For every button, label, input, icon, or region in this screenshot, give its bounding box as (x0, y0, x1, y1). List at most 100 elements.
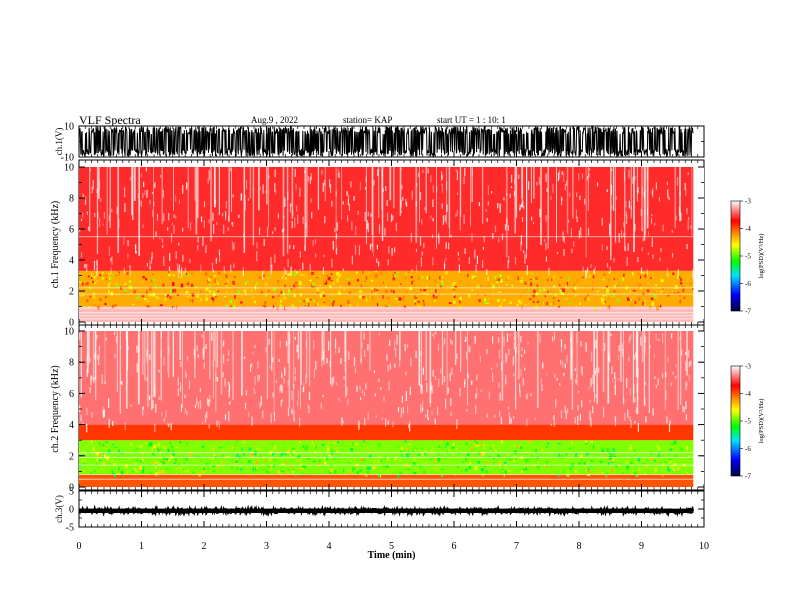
ch1-spec-fleck (232, 305, 236, 310)
ch2-spec-fleck (593, 447, 596, 450)
ch2-spec-speckle (260, 396, 262, 406)
ch2-spec-fleck (509, 458, 512, 461)
ch2-spec-speckle (80, 414, 82, 422)
ch2-spec-fleck (632, 471, 635, 473)
ch1-spec-speckle (376, 244, 378, 250)
ch1-spec-speckle (548, 267, 550, 276)
ch2-spec-fleck (660, 461, 662, 466)
ch2-spec-fleck (238, 469, 242, 472)
ch2-spec-streak (194, 331, 196, 378)
ch1-spec-fleck (535, 276, 538, 281)
colorbar-tick-label: -7 (745, 308, 751, 316)
ch1-spec-fleck (496, 284, 499, 287)
ch2-spec-speckle (508, 348, 510, 356)
ch1-spec-fleck (173, 288, 177, 293)
ch1-spec-streak (399, 167, 402, 208)
ch2-spec-speckle (338, 347, 340, 353)
ch1-spec-fleck (109, 276, 112, 280)
ch2-spec-speckle (451, 367, 453, 376)
ch2-spec-speckle (653, 354, 655, 358)
ch2-spec-band-0 (79, 474, 694, 487)
ch2-spec-speckle (197, 401, 200, 409)
ch2-spec-speckle (498, 337, 500, 343)
ch1-spec-speckle (284, 197, 286, 207)
ch2-spec-speckle (212, 360, 214, 367)
ch2-spec-fleck (525, 467, 528, 471)
ch2-spec-fleck (650, 458, 654, 461)
ch1-spec-fleck (516, 303, 519, 306)
ch1-spec-streak (335, 167, 337, 254)
ch2-spec-streak (232, 331, 234, 400)
ch1-spec-speckle (189, 222, 192, 231)
ch1-spec-fleck (584, 279, 587, 283)
ch1-spec-speckle (399, 207, 401, 217)
ch2-spec-fleck (391, 469, 394, 472)
ch1-spec-fleck (441, 288, 444, 290)
ch2-spec-speckle (293, 410, 295, 421)
ch2-spec-fleck (597, 472, 599, 474)
ch2-spec-fleck (546, 460, 548, 463)
ch1-spec-fleck (308, 304, 312, 308)
ch1-spec-fleck (224, 296, 228, 298)
ch1-spec-streak (587, 167, 589, 211)
ch1-spec-speckle (651, 190, 653, 195)
ch2-spec-speckle (520, 335, 522, 343)
ch1-spec-fleck (608, 297, 611, 299)
ch2-spec-fleck (234, 459, 238, 462)
ch2-spec-speckle (509, 334, 512, 337)
ch2-spec-tick-label: 0 (69, 483, 74, 494)
ch1-spec-fleck (97, 305, 100, 310)
ch2-spec-speckle (524, 367, 526, 371)
ch2-spec-speckle (205, 344, 207, 349)
ch2-spec-speckle (566, 355, 568, 363)
ch1-spec-fleck (177, 294, 179, 296)
ch1-spec-fleck (290, 288, 293, 291)
ch1-spec-speckle (415, 248, 418, 253)
ch1-spec-speckle (606, 189, 608, 193)
ch1-spec-speckle (641, 186, 643, 196)
ch1-spec-fleck (584, 297, 586, 301)
ch1-spec-fleck (318, 275, 321, 278)
ch2-spec-fleck (588, 465, 592, 467)
ch2-spec-speckle (595, 394, 597, 399)
ch2-spec-speckle (374, 393, 376, 397)
ch2-spec-fleck (236, 454, 240, 457)
ch2-spec-fleck (281, 457, 283, 460)
ch1-spec-fleck (329, 285, 332, 289)
ch1-spec-fleck (79, 281, 82, 283)
ch2-spec-speckle (513, 373, 515, 377)
ch2-spec-fleck (489, 460, 492, 463)
ch1-spec-speckle (457, 252, 459, 256)
ch1-spec-fleck (200, 289, 202, 294)
ch1-spec-fleck (319, 294, 322, 298)
ch1-spec-speckle (242, 269, 244, 277)
ch2-spec-fleck (336, 450, 339, 454)
ch1-spec-speckle (456, 192, 459, 195)
ch1-spec-fleck (388, 304, 391, 308)
ch2-spec-speckle (440, 368, 442, 374)
ch2-spec-speckle (590, 418, 592, 427)
ch1-spec-fleck (172, 282, 175, 287)
ch1-spec-speckle (630, 206, 632, 210)
ch2-spec-speckle (614, 376, 616, 387)
ch1-spec-fleck (324, 280, 328, 285)
ch1-spec-streak (540, 167, 542, 245)
ch1-spec-speckle (384, 227, 386, 236)
ch1-spec-speckle (232, 221, 234, 227)
ch2-spec-streak (160, 331, 162, 401)
ch2-spec-fleck (310, 472, 313, 474)
ch2-spec-fleck (658, 446, 660, 451)
ch1-spec-fleck (132, 303, 135, 306)
ch2-spec-fleck (368, 466, 371, 471)
ch2-spec-fleck (235, 460, 238, 463)
ch2-spec-fleck (469, 462, 472, 465)
ch1-spec-streak (393, 167, 395, 209)
ch1-spec-speckle (79, 229, 81, 233)
ch2-spec-fleck (259, 458, 261, 462)
ch2-spec-speckle (281, 371, 283, 378)
ch2-spec-speckle (450, 398, 452, 407)
ch2-spec-speckle (575, 378, 577, 384)
ch2-spec-fleck (488, 455, 491, 458)
ch1-spec-fleck (213, 281, 215, 283)
ch1-spec-fleck (155, 296, 158, 300)
